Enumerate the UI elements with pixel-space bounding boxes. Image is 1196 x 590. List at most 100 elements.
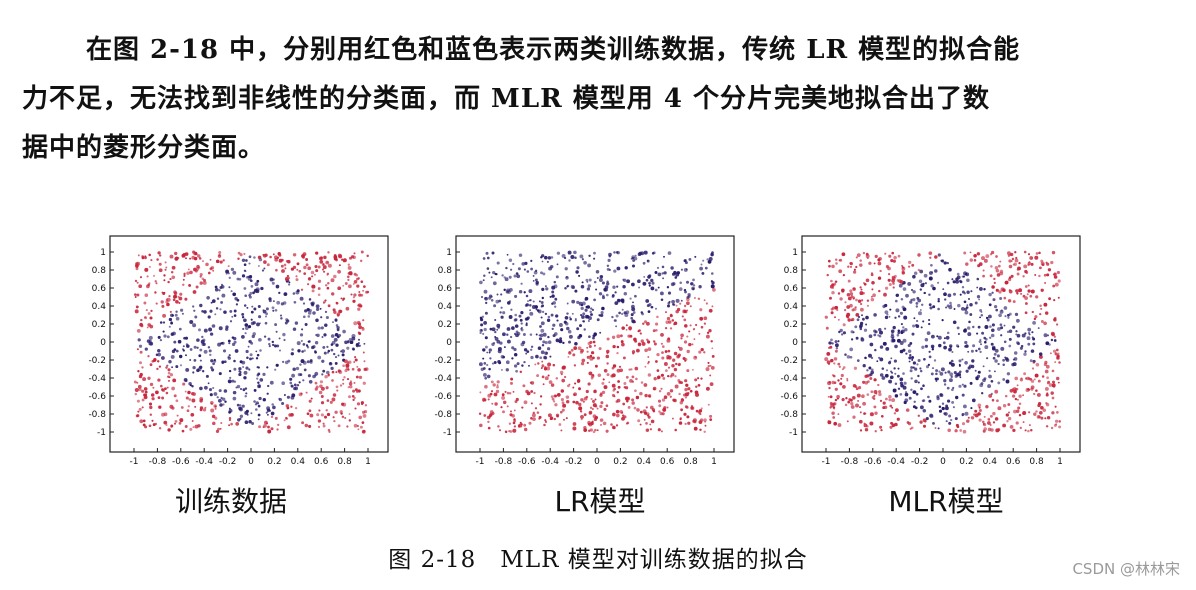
- point-blue: [922, 384, 925, 387]
- point-red: [699, 316, 704, 321]
- point-blue: [149, 341, 154, 346]
- point-blue: [699, 266, 704, 271]
- point-red: [1057, 296, 1060, 299]
- point-blue: [528, 364, 530, 367]
- point-blue: [209, 332, 214, 336]
- point-blue: [968, 320, 971, 324]
- point-red: [1037, 402, 1042, 406]
- point-red: [1056, 411, 1059, 414]
- point-red: [530, 402, 533, 405]
- point-red: [862, 291, 865, 295]
- point-red: [292, 253, 297, 257]
- point-blue: [480, 367, 484, 371]
- point-red: [555, 377, 559, 380]
- point-red: [641, 341, 646, 346]
- point-blue: [595, 288, 598, 291]
- point-red: [606, 337, 610, 341]
- point-blue: [582, 320, 584, 323]
- point-red: [148, 253, 151, 257]
- point-blue: [185, 343, 189, 346]
- point-red: [644, 348, 648, 353]
- point-blue: [297, 349, 301, 353]
- point-red: [284, 267, 287, 270]
- point-blue: [595, 270, 600, 274]
- point-blue: [242, 388, 246, 392]
- point-blue: [258, 315, 262, 319]
- point-blue: [513, 347, 517, 352]
- point-red: [187, 405, 190, 408]
- point-blue: [334, 356, 338, 359]
- point-blue: [521, 262, 525, 266]
- point-blue: [198, 328, 201, 332]
- point-blue: [559, 337, 563, 341]
- point-red: [317, 279, 322, 283]
- point-blue: [218, 289, 221, 292]
- point-red: [1002, 288, 1006, 293]
- point-red: [973, 259, 977, 262]
- point-red: [359, 259, 363, 263]
- point-red: [1030, 428, 1033, 432]
- point-blue: [551, 327, 554, 331]
- point-red: [296, 268, 299, 271]
- point-blue: [859, 327, 863, 331]
- point-blue: [937, 307, 940, 311]
- point-red: [896, 417, 900, 421]
- point-blue: [357, 338, 361, 341]
- point-red: [643, 383, 648, 387]
- point-blue: [1020, 344, 1024, 348]
- point-red: [629, 379, 633, 383]
- point-red: [640, 339, 644, 343]
- point-blue: [910, 288, 914, 292]
- point-blue: [506, 327, 511, 331]
- point-blue: [694, 255, 697, 258]
- point-red: [989, 423, 992, 427]
- point-blue: [209, 309, 213, 313]
- point-red: [349, 272, 353, 276]
- point-red: [616, 398, 621, 403]
- point-red: [1006, 251, 1011, 256]
- point-blue: [241, 258, 246, 263]
- point-red: [179, 292, 183, 296]
- point-red: [1054, 361, 1057, 364]
- point-blue: [502, 311, 506, 315]
- point-red: [144, 293, 149, 297]
- point-red: [826, 360, 831, 365]
- point-blue: [482, 257, 486, 260]
- point-red: [973, 413, 976, 416]
- point-blue: [947, 399, 951, 403]
- point-blue: [235, 303, 239, 306]
- point-red: [1044, 417, 1047, 420]
- point-red: [136, 414, 140, 418]
- point-red: [300, 392, 303, 395]
- point-red: [969, 258, 974, 262]
- point-red: [686, 301, 690, 306]
- point-red: [327, 263, 332, 268]
- point-red: [314, 381, 318, 385]
- point-blue: [201, 310, 204, 313]
- point-red: [168, 294, 171, 298]
- point-red: [339, 410, 343, 414]
- point-red: [834, 258, 838, 261]
- point-red: [985, 254, 990, 259]
- point-blue: [980, 313, 984, 317]
- point-red: [310, 270, 315, 275]
- point-red: [669, 327, 673, 330]
- point-red: [658, 410, 661, 413]
- y-tick-label: 0.8: [438, 266, 453, 276]
- point-red: [593, 417, 598, 422]
- point-red: [1004, 394, 1008, 398]
- point-red: [325, 386, 329, 390]
- point-blue: [236, 403, 240, 407]
- point-red: [489, 392, 493, 396]
- point-blue: [245, 392, 248, 395]
- point-blue: [928, 355, 932, 359]
- point-blue: [488, 271, 491, 274]
- point-red: [144, 390, 148, 394]
- point-red: [354, 358, 358, 362]
- point-red: [612, 389, 615, 392]
- point-red: [133, 380, 137, 384]
- point-red: [645, 321, 650, 326]
- point-red: [639, 332, 642, 335]
- point-red: [873, 378, 877, 382]
- point-blue: [253, 256, 256, 259]
